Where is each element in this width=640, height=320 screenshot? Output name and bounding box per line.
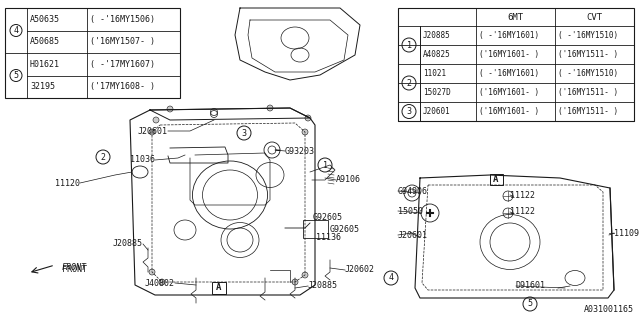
Text: 4: 4: [388, 274, 394, 283]
Text: 32195: 32195: [30, 82, 55, 91]
Text: G92605: G92605: [313, 213, 343, 222]
Text: J20602: J20602: [345, 266, 375, 275]
Circle shape: [267, 105, 273, 111]
Text: J20601: J20601: [423, 107, 451, 116]
Text: A031001165: A031001165: [584, 306, 634, 315]
Text: J20601: J20601: [138, 126, 168, 135]
Circle shape: [149, 129, 155, 135]
Text: ('16MY1601- ): ('16MY1601- ): [479, 107, 539, 116]
Circle shape: [167, 106, 173, 112]
Text: CVT: CVT: [586, 12, 603, 21]
Bar: [303, 220, 328, 238]
Text: J20885: J20885: [423, 31, 451, 40]
Text: ('16MY1601- ): ('16MY1601- ): [479, 50, 539, 59]
Circle shape: [302, 272, 308, 278]
Text: 5: 5: [13, 71, 19, 80]
Bar: [398, 8, 634, 121]
Text: 11120: 11120: [55, 179, 80, 188]
Text: 3: 3: [241, 129, 246, 138]
Text: 11109: 11109: [614, 228, 639, 237]
Bar: [490, 174, 503, 185]
Text: D91601: D91601: [516, 282, 546, 291]
Text: FRONT: FRONT: [62, 266, 87, 275]
Text: ( -'16MY1601): ( -'16MY1601): [479, 31, 539, 40]
Text: 2: 2: [100, 153, 106, 162]
Text: J20885: J20885: [113, 239, 143, 249]
Text: A: A: [216, 284, 221, 292]
Text: ( -'16MY1506): ( -'16MY1506): [90, 15, 155, 24]
Text: ( -'16MY1510): ( -'16MY1510): [558, 69, 618, 78]
Text: G93203: G93203: [285, 147, 315, 156]
Circle shape: [305, 115, 311, 121]
Text: H01621: H01621: [30, 60, 60, 69]
Circle shape: [159, 279, 165, 285]
Circle shape: [149, 269, 155, 275]
Text: ('16MY1507- ): ('16MY1507- ): [90, 37, 155, 46]
Text: 3: 3: [406, 107, 412, 116]
Text: 1: 1: [406, 41, 412, 50]
Circle shape: [153, 117, 159, 123]
Text: 2: 2: [406, 78, 412, 87]
Text: 15050: 15050: [398, 206, 423, 215]
Text: 11021: 11021: [423, 69, 446, 78]
Text: 1: 1: [323, 161, 328, 170]
Text: 4: 4: [13, 26, 19, 35]
Text: ('16MY1511- ): ('16MY1511- ): [558, 107, 618, 116]
Circle shape: [292, 279, 298, 285]
Text: 11122: 11122: [510, 207, 535, 217]
Text: A50685: A50685: [30, 37, 60, 46]
Circle shape: [302, 129, 308, 135]
Text: A40825: A40825: [423, 50, 451, 59]
Text: A: A: [493, 174, 499, 183]
Text: 11036: 11036: [130, 156, 155, 164]
Text: G92605: G92605: [330, 225, 360, 234]
Text: FRONT: FRONT: [62, 263, 87, 273]
Text: J20885: J20885: [308, 282, 338, 291]
Bar: [212, 282, 226, 294]
Text: ( -'17MY1607): ( -'17MY1607): [90, 60, 155, 69]
Text: A50635: A50635: [30, 15, 60, 24]
Text: G94906: G94906: [398, 187, 428, 196]
Text: ('16MY1511- ): ('16MY1511- ): [558, 50, 618, 59]
Text: 11122: 11122: [510, 190, 535, 199]
Text: 15027D: 15027D: [423, 88, 451, 97]
Text: 5: 5: [527, 300, 532, 308]
Text: 11136: 11136: [316, 234, 341, 243]
Text: ('16MY1511- ): ('16MY1511- ): [558, 88, 618, 97]
Text: J20601: J20601: [398, 230, 428, 239]
Bar: [5, 8, 180, 98]
Text: A9106: A9106: [336, 175, 361, 185]
Text: J40802: J40802: [145, 278, 175, 287]
Text: ('16MY1601- ): ('16MY1601- ): [479, 88, 539, 97]
Text: ( -'16MY1510): ( -'16MY1510): [558, 31, 618, 40]
Text: 6MT: 6MT: [508, 12, 524, 21]
Text: ( -'16MY1601): ( -'16MY1601): [479, 69, 539, 78]
Text: ('17MY1608- ): ('17MY1608- ): [90, 82, 155, 91]
